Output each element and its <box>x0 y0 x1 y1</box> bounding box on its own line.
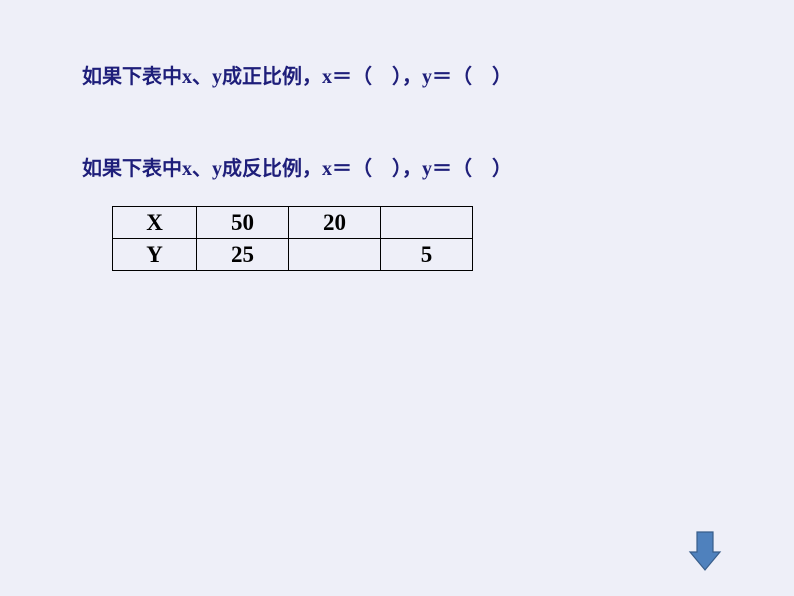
q1-mid1: 成正比例， <box>222 66 322 88</box>
table-cell: 5 <box>381 239 473 271</box>
question-inverse-proportion: 如果下表中x、y成反比例，x＝（ ），y＝（ ） <box>82 152 512 181</box>
row2-header: Y <box>113 239 197 271</box>
table-cell: 50 <box>197 207 289 239</box>
row1-header: X <box>113 207 197 239</box>
q2-var1: x <box>182 158 192 180</box>
table-cell <box>381 207 473 239</box>
q2-sep: 、 <box>192 158 212 180</box>
q2-pre: 如果下表中 <box>82 158 182 180</box>
q1-xeq: x＝（ ） <box>322 66 402 88</box>
arrow-path <box>690 532 720 570</box>
q2-mid1: 成反比例， <box>222 158 322 180</box>
q1-var2: y <box>212 66 222 88</box>
down-arrow-icon[interactable] <box>688 530 722 577</box>
q2-var2: y <box>212 158 222 180</box>
table-cell <box>289 239 381 271</box>
table-cell: 25 <box>197 239 289 271</box>
table-row: X 50 20 <box>113 207 473 239</box>
q2-mid2: ， <box>402 158 422 180</box>
q2-xeq: x＝（ ） <box>322 158 402 180</box>
q1-pre: 如果下表中 <box>82 66 182 88</box>
q1-mid2: ， <box>402 66 422 88</box>
proportion-table: X 50 20 Y 25 5 <box>112 206 473 271</box>
q1-yeq: y＝（ ） <box>422 66 512 88</box>
table-cell: 20 <box>289 207 381 239</box>
table-row: Y 25 5 <box>113 239 473 271</box>
question-direct-proportion: 如果下表中x、y成正比例，x＝（ ），y＝（ ） <box>82 60 512 89</box>
q1-var1: x <box>182 66 192 88</box>
q1-sep: 、 <box>192 66 212 88</box>
q2-yeq: y＝（ ） <box>422 158 512 180</box>
